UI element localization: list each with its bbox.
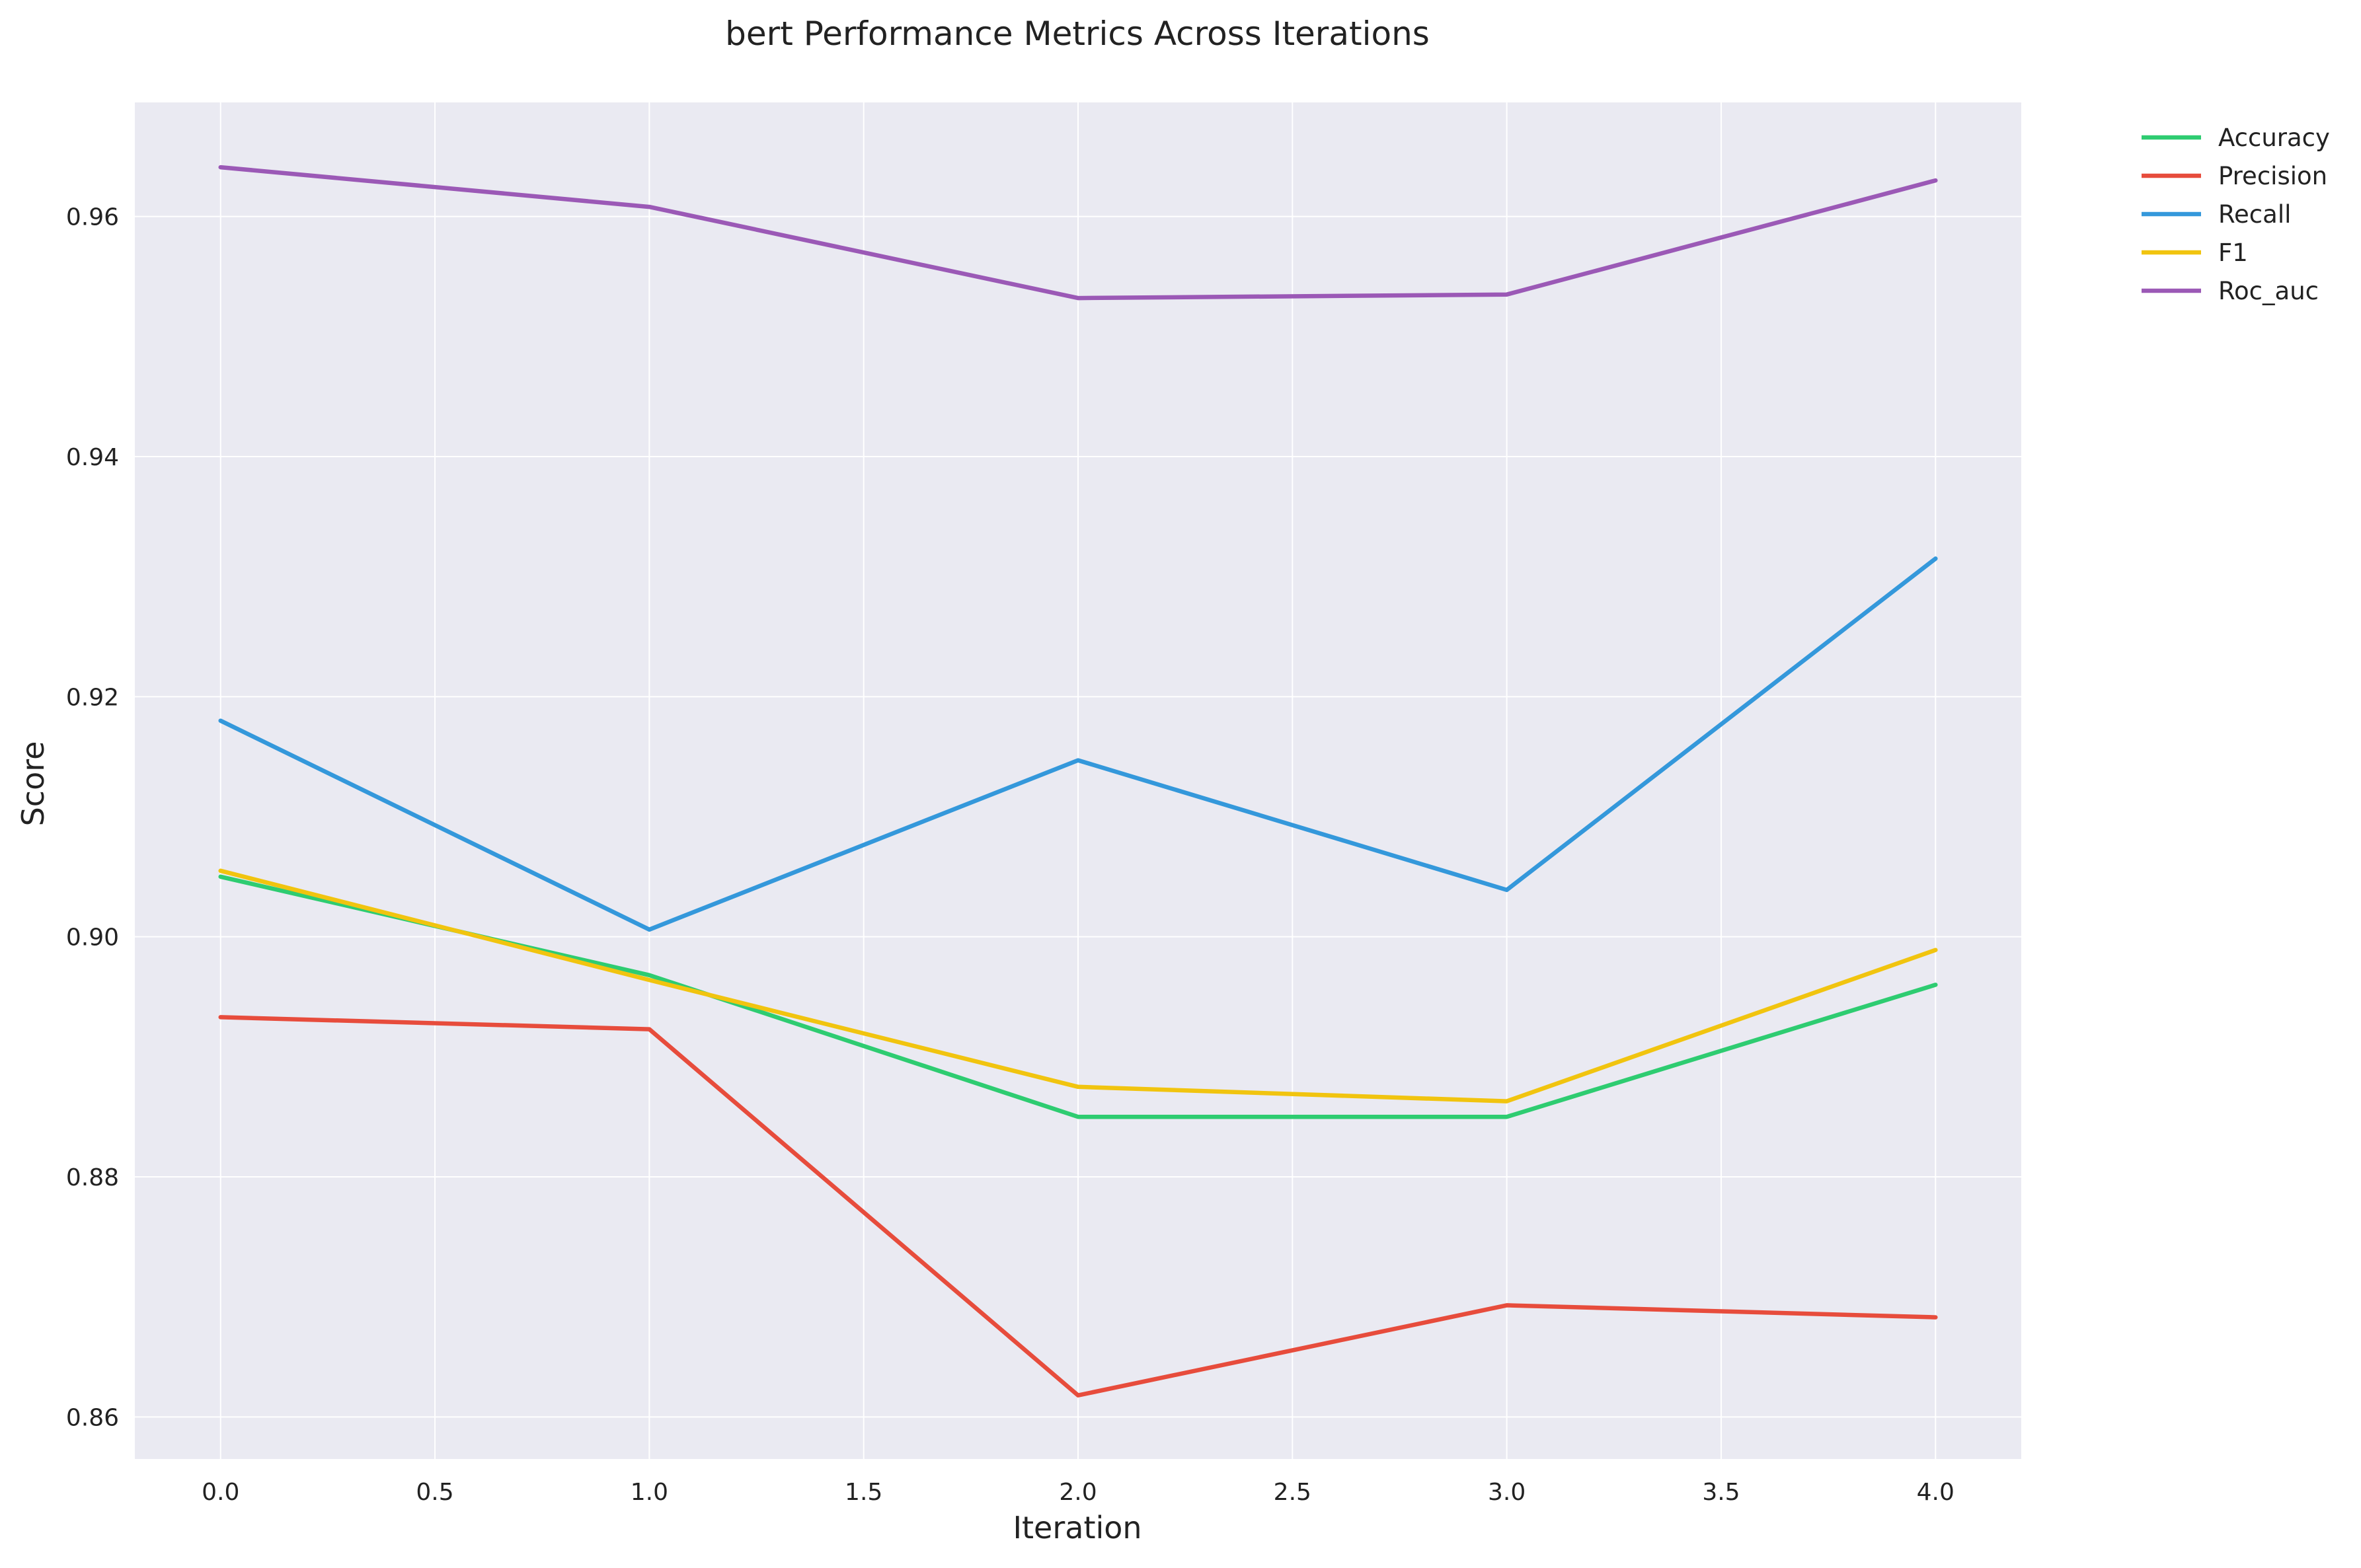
y-tick-label: 0.94: [66, 444, 119, 471]
tick-labels: 0.0 0.5 1.0 1.5 2.0 2.5 3.0 3.5 4.0 0.86 0.88 0.90 0…: [66, 204, 1955, 1506]
x-tick-label: 3.5: [1702, 1479, 1740, 1506]
legend-label-roc-auc: Roc_auc: [2218, 277, 2319, 305]
series-line-f1: [218, 868, 1938, 1103]
series-lines: [218, 165, 1938, 1398]
y-tick-label: 0.96: [66, 204, 119, 231]
chart-title: bert Performance Metrics Across Iteratio…: [725, 15, 1430, 53]
series-line-precision: [218, 1015, 1938, 1398]
x-tick-label: 1.0: [631, 1479, 668, 1506]
x-tick-label: 4.0: [1917, 1479, 1955, 1506]
x-tick-label: 3.0: [1488, 1479, 1526, 1506]
grid-lines: [135, 102, 2021, 1459]
x-tick-label: 1.5: [845, 1479, 882, 1506]
y-tick-label: 0.88: [66, 1164, 119, 1191]
legend-label-precision: Precision: [2218, 162, 2327, 190]
legend-label-recall: Recall: [2218, 200, 2291, 229]
y-tick-label: 0.92: [66, 684, 119, 711]
x-tick-label: 0.5: [416, 1479, 453, 1506]
x-tick-label: 2.0: [1059, 1479, 1097, 1506]
legend-label-accuracy: Accuracy: [2218, 124, 2330, 152]
x-tick-label: 2.5: [1274, 1479, 1311, 1506]
y-axis-label: Score: [15, 741, 51, 827]
y-tick-label: 0.90: [66, 924, 119, 952]
series-line-recall: [218, 556, 1938, 932]
legend: Accuracy Precision Recall F1 Roc_auc: [2142, 124, 2330, 305]
legend-label-f1: F1: [2218, 239, 2248, 267]
x-axis-label: Iteration: [1013, 1510, 1142, 1546]
series-line-roc-auc: [218, 165, 1938, 301]
y-tick-label: 0.86: [66, 1404, 119, 1431]
x-tick-label: 0.0: [202, 1479, 239, 1506]
